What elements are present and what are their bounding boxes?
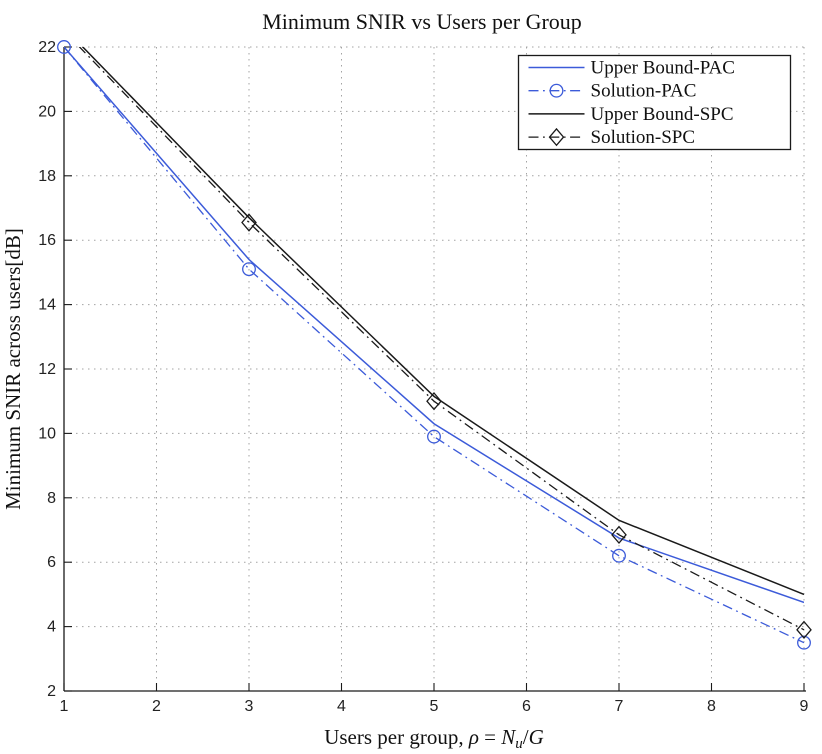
x-tick-label: 1 [60, 698, 69, 715]
x-axis-label-part: Users per group, [324, 725, 469, 749]
legend-item: Upper Bound-PAC [528, 58, 735, 79]
legend-box [517, 54, 792, 151]
circle-marker [797, 635, 811, 650]
legend-label: Solution-SPC [591, 127, 696, 148]
chart-title: Minimum SNIR vs Users per Group [262, 9, 582, 34]
x-tick-label: 9 [800, 698, 809, 715]
x-axis-label-part: N [500, 725, 516, 749]
y-tick-label: 4 [47, 619, 56, 636]
circle-marker [57, 40, 71, 54]
y-tick-label: 6 [47, 554, 56, 571]
x-tick-label: 6 [522, 698, 531, 715]
circle-marker [427, 429, 441, 444]
legend-label: Solution-PAC [591, 81, 697, 102]
y-tick-label: 10 [38, 425, 56, 442]
legend-label: Upper Bound-SPC [591, 104, 734, 125]
diamond-marker [548, 127, 565, 147]
legend-item: Upper Bound-SPC [528, 104, 734, 125]
x-axis-label-part: G [529, 725, 544, 749]
y-tick-label: 18 [38, 168, 56, 185]
circle-marker [612, 548, 626, 563]
series-line-solution-spc [78, 47, 804, 631]
y-tick-label: 12 [38, 361, 56, 378]
axes-layer [63, 46, 806, 692]
y-tick-label: 2 [47, 683, 56, 700]
y-axis-label: Minimum SNIR across users[dB] [1, 228, 25, 510]
x-tick-label: 3 [245, 698, 254, 715]
y-tick-label: 8 [47, 490, 56, 507]
diamond-marker [241, 213, 257, 232]
x-axis-label-part: / [523, 725, 529, 749]
x-tick-label: 4 [337, 698, 346, 715]
x-tick-label: 7 [615, 698, 624, 715]
series-line-upper-bound-spc [81, 47, 804, 596]
circle-marker [549, 83, 564, 98]
y-tick-label: 20 [38, 103, 56, 120]
series-line-solution-pac [64, 47, 804, 644]
x-tick-label: 2 [152, 698, 161, 715]
series-layer [64, 47, 804, 644]
y-tick-label: 16 [38, 232, 56, 249]
diamond-marker [796, 620, 812, 640]
diamond-marker [426, 391, 442, 411]
x-tick-label: 8 [707, 698, 716, 715]
y-tick-label: 14 [38, 297, 56, 314]
y-tick-label: 22 [38, 39, 56, 56]
x-axis-label: Users per group, ρ = Nu/G [324, 725, 544, 752]
legend-item: Solution-PAC [528, 81, 697, 102]
x-tick-label: 5 [430, 698, 439, 715]
legend-label: Upper Bound-PAC [591, 58, 735, 79]
x-axis-label-part: ρ [468, 725, 479, 749]
x-axis-label-part: u [515, 736, 523, 752]
legend-item: Solution-SPC [528, 127, 696, 148]
marker-layer [57, 40, 812, 650]
x-axis-label-part: = [479, 725, 501, 749]
circle-marker [242, 262, 256, 277]
series-line-upper-bound-pac [64, 47, 804, 604]
diamond-marker [611, 525, 627, 545]
